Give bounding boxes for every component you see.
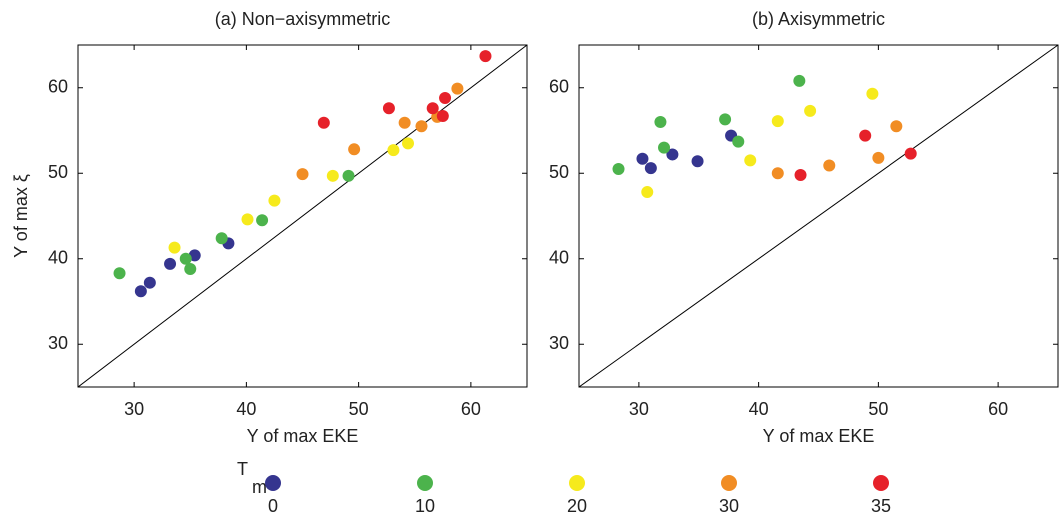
point	[164, 257, 177, 270]
x-tick-label: 50	[349, 399, 369, 419]
point	[771, 167, 784, 180]
x-tick-label: 60	[461, 399, 481, 419]
x-tick-label: 40	[236, 399, 256, 419]
point	[348, 143, 361, 156]
chart-title: (a) Non−axisymmetric	[215, 9, 391, 29]
point	[402, 137, 415, 150]
point	[666, 148, 679, 161]
legend-marker	[417, 475, 433, 491]
legend-label: 0	[268, 496, 278, 516]
point	[317, 116, 330, 129]
point	[241, 213, 254, 226]
point	[426, 102, 439, 115]
point	[215, 232, 228, 245]
point	[732, 135, 745, 148]
y-tick-label: 30	[48, 333, 68, 353]
point	[771, 115, 784, 128]
y-tick-label: 50	[48, 162, 68, 182]
x-axis-label: Y of max EKE	[247, 426, 359, 446]
x-tick-label: 30	[629, 399, 649, 419]
point	[398, 116, 411, 129]
point	[658, 141, 671, 154]
point	[439, 92, 452, 105]
chart-title: (b) Axisymmetric	[752, 9, 885, 29]
reference-line	[578, 44, 1059, 388]
point	[904, 147, 917, 160]
point	[436, 109, 449, 122]
point	[256, 214, 269, 227]
point	[872, 151, 885, 164]
point	[644, 162, 657, 175]
y-tick-label: 60	[48, 77, 68, 97]
point	[804, 104, 817, 117]
point	[636, 152, 649, 165]
legend-marker	[721, 475, 737, 491]
y-tick-label: 40	[48, 248, 68, 268]
point	[451, 82, 464, 95]
point	[691, 155, 704, 168]
point	[168, 241, 181, 254]
point	[890, 120, 903, 133]
point	[794, 168, 807, 181]
legend-marker	[569, 475, 585, 491]
y-axis-label: Y of max ξ	[11, 174, 31, 258]
point	[612, 162, 625, 175]
point	[479, 50, 492, 63]
y-tick-label: 50	[549, 162, 569, 182]
legend-marker	[873, 475, 889, 491]
point	[326, 169, 339, 182]
legend-label: 20	[567, 496, 587, 516]
legend-label: 10	[415, 496, 435, 516]
y-tick-label: 30	[549, 333, 569, 353]
point	[143, 276, 156, 289]
point	[823, 159, 836, 172]
point	[113, 267, 126, 280]
axes-box	[578, 44, 1059, 388]
x-tick-label: 40	[749, 399, 769, 419]
point	[134, 285, 147, 298]
point	[641, 186, 654, 199]
point	[859, 129, 872, 142]
x-tick-label: 30	[124, 399, 144, 419]
point	[296, 168, 309, 181]
point	[654, 115, 667, 128]
point	[382, 102, 395, 115]
reference-line	[77, 44, 528, 388]
point	[744, 154, 757, 167]
x-axis-label: Y of max EKE	[763, 426, 875, 446]
legend-title: T	[237, 459, 248, 479]
point	[387, 144, 400, 157]
y-tick-label: 40	[549, 248, 569, 268]
point	[179, 252, 192, 265]
legend-label: 30	[719, 496, 739, 516]
point	[415, 120, 428, 133]
y-tick-label: 60	[549, 77, 569, 97]
point	[184, 263, 197, 276]
legend-label: 35	[871, 496, 891, 516]
point	[793, 74, 806, 87]
x-tick-label: 50	[868, 399, 888, 419]
point	[866, 87, 879, 100]
point	[719, 113, 732, 126]
point	[342, 169, 355, 182]
legend-title-sub: m	[252, 477, 267, 497]
x-tick-label: 60	[988, 399, 1008, 419]
point	[268, 194, 281, 207]
legend-marker	[265, 475, 281, 491]
axes-box	[77, 44, 528, 388]
